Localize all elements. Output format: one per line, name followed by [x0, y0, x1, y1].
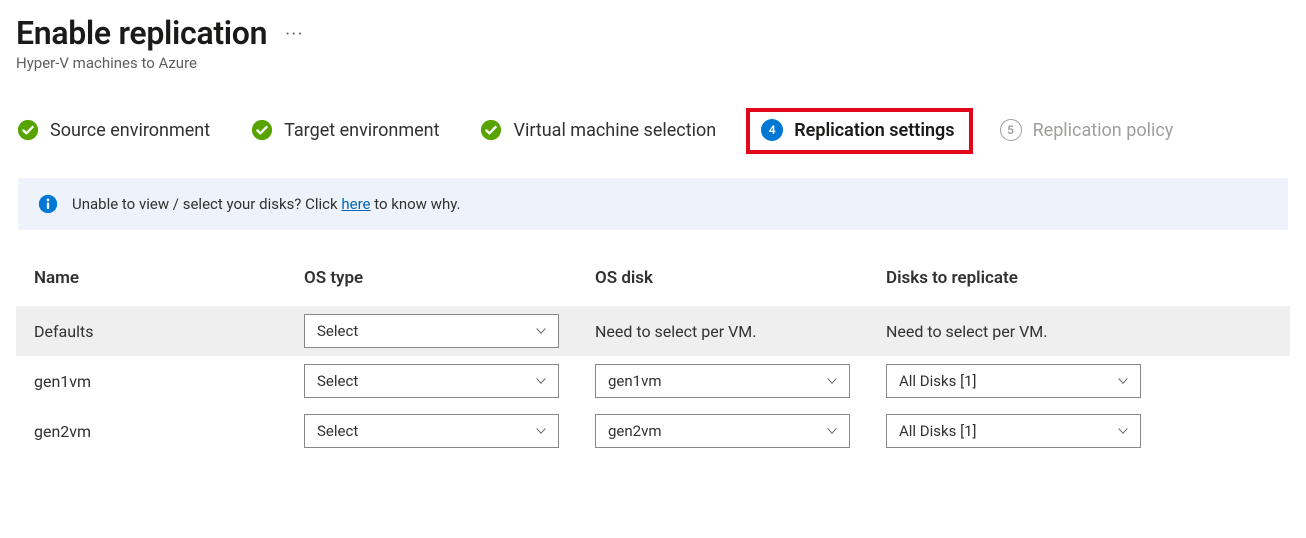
- step-wizard: Source environment Target environment Vi…: [16, 116, 1290, 144]
- step-label: Source environment: [50, 120, 210, 141]
- disks-select[interactable]: All Disks [1]: [886, 414, 1141, 448]
- chevron-down-icon: [825, 424, 839, 438]
- select-value: gen1vm: [608, 372, 662, 390]
- chevron-down-icon: [534, 424, 548, 438]
- cell-disks: Need to select per VM.: [868, 306, 1290, 356]
- info-text-after: to know why.: [370, 195, 460, 213]
- select-value: Select: [317, 422, 358, 440]
- more-icon[interactable]: ···: [285, 22, 304, 44]
- check-icon: [250, 118, 274, 142]
- cell-os-type: Select: [286, 306, 577, 356]
- page-subtitle: Hyper-V machines to Azure: [16, 54, 1290, 72]
- col-header-name: Name: [16, 256, 286, 306]
- cell-name: gen2vm: [16, 406, 286, 456]
- chevron-down-icon: [534, 324, 548, 338]
- table-row: Defaults Select Need to select per VM. Need…: [16, 306, 1290, 356]
- info-icon: [38, 194, 58, 214]
- select-value: Select: [317, 322, 358, 340]
- os-type-select[interactable]: Select: [304, 364, 559, 398]
- step-label: Target environment: [284, 120, 439, 141]
- step-label: Replication settings: [794, 120, 954, 141]
- os-disk-select[interactable]: gen1vm: [595, 364, 850, 398]
- cell-disks: All Disks [1]: [868, 356, 1290, 406]
- os-disk-text: Need to select per VM.: [595, 322, 756, 341]
- check-icon: [16, 118, 40, 142]
- check-icon: [479, 118, 503, 142]
- chevron-down-icon: [825, 374, 839, 388]
- step-number-icon: 4: [760, 118, 784, 142]
- cell-os-disk: Need to select per VM.: [577, 306, 868, 356]
- step-vm-selection[interactable]: Virtual machine selection: [479, 118, 716, 142]
- step-label: Replication policy: [1033, 120, 1174, 141]
- select-value: All Disks [1]: [899, 422, 976, 440]
- os-type-select[interactable]: Select: [304, 414, 559, 448]
- info-banner: Unable to view / select your disks? Clic…: [18, 178, 1288, 230]
- disks-text: Need to select per VM.: [886, 322, 1047, 341]
- chevron-down-icon: [534, 374, 548, 388]
- table-row: gen1vm Select gen1vm All Disks [1]: [16, 356, 1290, 406]
- os-disk-select[interactable]: gen2vm: [595, 414, 850, 448]
- step-number-icon: 5: [999, 118, 1023, 142]
- replication-table: Name OS type OS disk Disks to replicate …: [16, 256, 1290, 456]
- step-source-environment[interactable]: Source environment: [16, 118, 210, 142]
- info-text: Unable to view / select your disks? Clic…: [72, 195, 460, 213]
- cell-os-disk: gen2vm: [577, 406, 868, 456]
- cell-disks: All Disks [1]: [868, 406, 1290, 456]
- cell-os-disk: gen1vm: [577, 356, 868, 406]
- cell-name: Defaults: [16, 306, 286, 356]
- info-link[interactable]: here: [341, 195, 370, 213]
- page-title: Enable replication: [16, 14, 267, 52]
- cell-name: gen1vm: [16, 356, 286, 406]
- chevron-down-icon: [1116, 424, 1130, 438]
- col-header-os-type: OS type: [286, 256, 577, 306]
- select-value: All Disks [1]: [899, 372, 976, 390]
- table-row: gen2vm Select gen2vm All Disks [1]: [16, 406, 1290, 456]
- info-text-before: Unable to view / select your disks? Clic…: [72, 195, 341, 213]
- select-value: Select: [317, 372, 358, 390]
- step-label: Virtual machine selection: [513, 120, 716, 141]
- step-replication-policy: 5 Replication policy: [999, 118, 1174, 142]
- cell-os-type: Select: [286, 406, 577, 456]
- disks-select[interactable]: All Disks [1]: [886, 364, 1141, 398]
- cell-os-type: Select: [286, 356, 577, 406]
- step-replication-settings[interactable]: 4 Replication settings: [746, 108, 972, 154]
- select-value: gen2vm: [608, 422, 662, 440]
- step-target-environment[interactable]: Target environment: [250, 118, 439, 142]
- col-header-os-disk: OS disk: [577, 256, 868, 306]
- chevron-down-icon: [1116, 374, 1130, 388]
- os-type-select[interactable]: Select: [304, 314, 559, 348]
- col-header-disks: Disks to replicate: [868, 256, 1290, 306]
